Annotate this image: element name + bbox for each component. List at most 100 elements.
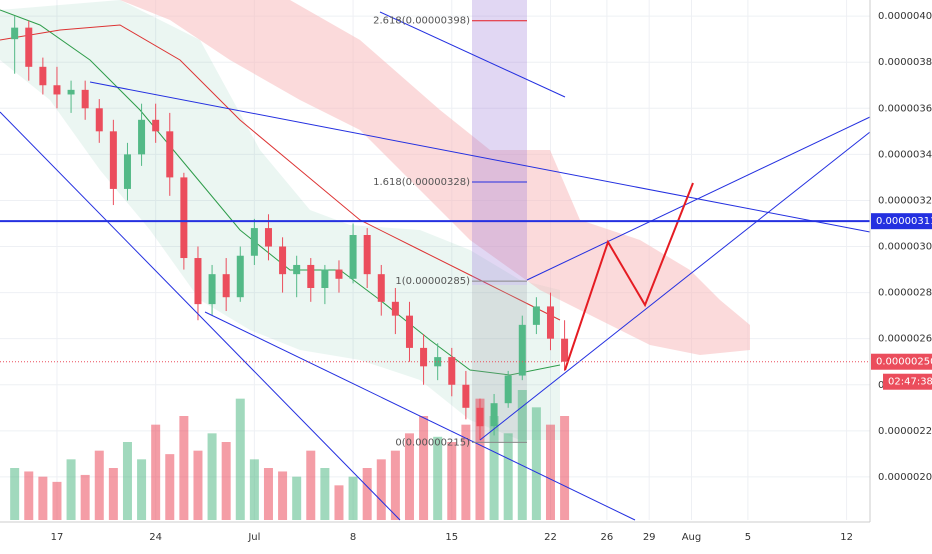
trend-line	[204, 311, 636, 521]
candle-body	[67, 89, 75, 95]
ma-line	[0, 9, 561, 376]
volume-bar	[122, 442, 132, 520]
volume-bar	[52, 481, 62, 520]
candle-body	[236, 255, 244, 298]
candle-body	[448, 357, 456, 385]
fib-label: 1.618(0.00000328)	[373, 177, 470, 188]
fib-label: 2.618(0.00000398)	[373, 16, 470, 27]
price-label-box	[871, 353, 932, 370]
overlay-layer: 2.618(0.00000398) 1.618(0.00000328) 1(0.00…	[0, 16, 870, 448]
candle-body	[109, 131, 117, 189]
volume-bar	[151, 424, 161, 520]
volume-bar	[108, 468, 118, 520]
candle-body	[307, 264, 315, 288]
volume-bar	[517, 390, 527, 520]
trend-line	[526, 116, 871, 281]
fib-zone	[472, 0, 527, 285]
volume-bar	[193, 450, 203, 520]
trend-line	[479, 131, 871, 441]
x-tick-label: 8	[350, 532, 356, 543]
ma-red	[0, 24, 561, 321]
volume-bar	[545, 424, 555, 520]
volume-bar	[292, 476, 302, 520]
volume-bar	[221, 442, 231, 520]
forecast-arrows	[564, 182, 694, 371]
volume-bar	[278, 471, 288, 520]
candle-body	[518, 324, 526, 376]
x-tick-label: 17	[51, 532, 64, 543]
candle-body	[25, 27, 33, 67]
candle-body	[11, 27, 19, 40]
volume-bar	[320, 468, 330, 520]
volume-bar	[348, 476, 358, 520]
candle-body	[476, 407, 484, 427]
candle-body	[363, 235, 371, 275]
candle-body	[264, 228, 272, 247]
trend-line	[0, 111, 401, 521]
fib-label: 0(0.00000215)	[395, 437, 470, 448]
candle-body	[39, 66, 47, 86]
volume-bar	[249, 459, 259, 520]
volume-bar	[334, 485, 344, 520]
volume-bar	[404, 433, 414, 520]
trend-line	[89, 81, 871, 233]
volume-bar	[38, 476, 48, 520]
candle-body	[81, 89, 89, 109]
x-tick-label: 5	[745, 532, 751, 543]
volume-bar	[390, 450, 400, 520]
candle-body	[391, 301, 399, 316]
volume-bar	[263, 468, 273, 520]
volume-bar	[66, 459, 76, 520]
candle-body	[279, 246, 287, 275]
drawings	[0, 11, 871, 521]
volume-bar	[306, 450, 316, 520]
candle-body	[138, 119, 146, 155]
volume-bar	[376, 459, 386, 520]
candle-body	[250, 228, 258, 256]
candle-body	[420, 347, 428, 367]
candle-body	[546, 306, 554, 339]
candle-body	[180, 177, 188, 259]
volume-bar	[94, 450, 104, 520]
candle-body	[166, 131, 174, 178]
candle-body	[349, 235, 357, 279]
candle-body	[504, 375, 512, 404]
price-label: 0.00000250	[876, 357, 932, 368]
volume-bar	[24, 471, 34, 520]
volume-bar	[560, 416, 570, 520]
candle-body	[194, 258, 202, 305]
volume-bar	[489, 416, 499, 520]
volume-layer	[10, 390, 570, 520]
candle-body	[462, 384, 470, 408]
cloud	[120, 0, 750, 355]
trend-line	[379, 11, 566, 98]
candle-body	[405, 315, 413, 348]
candle-body	[377, 274, 385, 302]
candle-body	[53, 85, 61, 95]
price-label-box	[871, 213, 932, 230]
x-tick-label: Aug	[682, 532, 702, 543]
volume-bar	[235, 398, 245, 520]
volume-bar	[137, 459, 147, 520]
candle-body	[335, 269, 343, 279]
countdown-box	[883, 373, 932, 390]
x-tick-label: 15	[445, 532, 458, 543]
price-label: 0.00000311	[876, 216, 932, 227]
x-tick-label: 12	[840, 532, 853, 543]
volume-bar	[165, 454, 175, 520]
candle-body	[95, 108, 103, 132]
x-tick-label: 26	[601, 532, 614, 543]
candle-body	[152, 119, 160, 132]
volume-bar	[503, 433, 513, 520]
candle-body	[532, 306, 540, 325]
y-tick-label: 0.00000400	[878, 11, 932, 22]
candle-layer	[11, 16, 569, 441]
